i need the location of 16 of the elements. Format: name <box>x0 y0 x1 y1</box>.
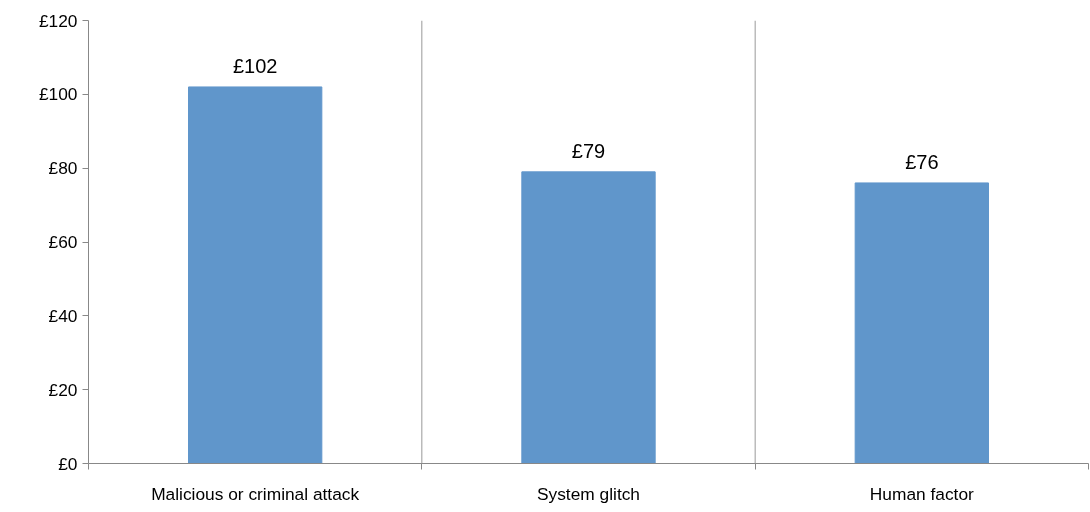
x-tick-label: Human factor <box>869 483 975 504</box>
y-tick-label: £80 <box>48 158 78 179</box>
bar <box>188 86 323 464</box>
y-tick-label: £0 <box>58 453 78 474</box>
data-label: £76 <box>905 150 939 173</box>
bar <box>521 171 656 464</box>
x-tick-label: System glitch <box>536 483 641 504</box>
data-label: £79 <box>571 139 606 162</box>
x-tick-label: Malicious or criminal attack <box>151 483 360 504</box>
y-tick-label: £100 <box>38 84 78 105</box>
y-tick-label: £60 <box>48 232 78 252</box>
data-label: £102 <box>232 54 278 77</box>
y-tick-label: £120 <box>38 10 78 31</box>
y-tick-label: £40 <box>48 305 78 326</box>
y-tick-label: £20 <box>48 379 78 400</box>
bar <box>854 182 989 464</box>
